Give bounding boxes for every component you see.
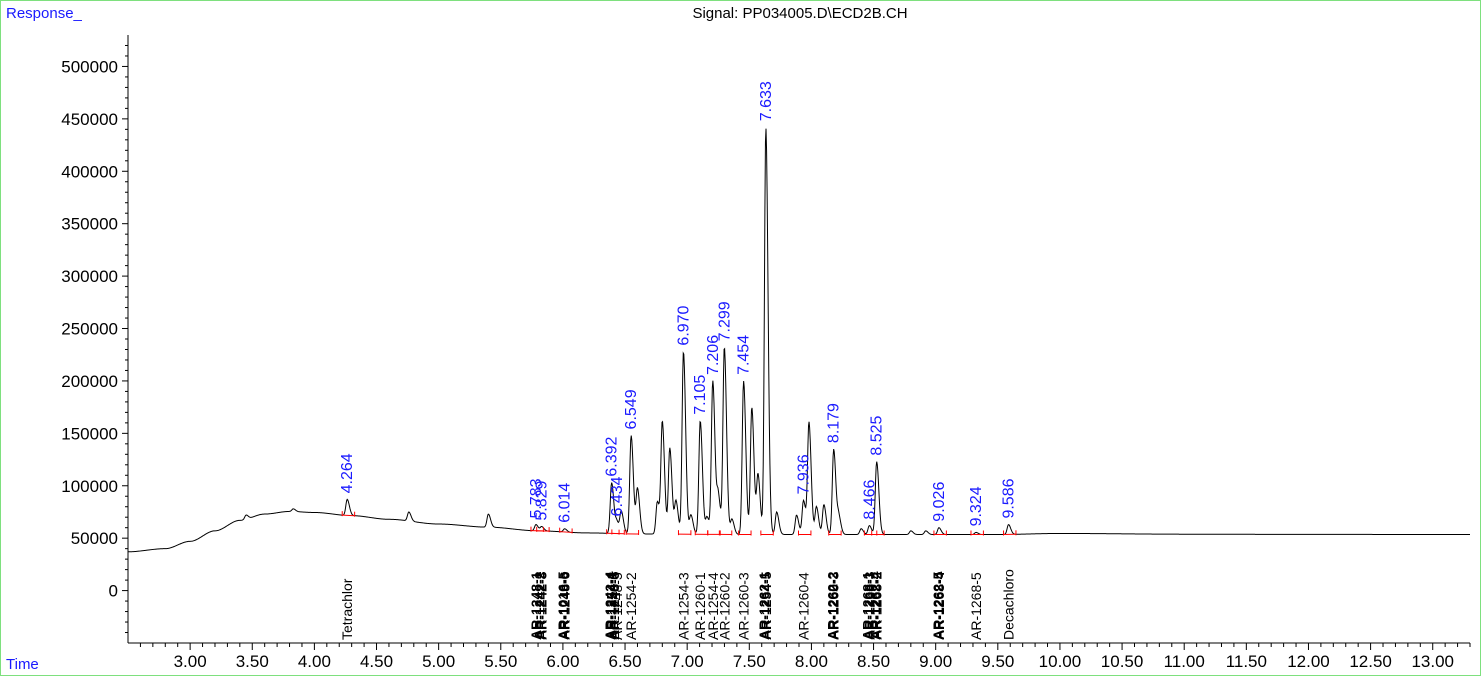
y-tick-label: 350000 <box>61 215 118 234</box>
retention-time-label: 8.179 <box>826 403 843 443</box>
retention-time-label: 9.586 <box>1001 478 1018 518</box>
y-tick-label: 50000 <box>71 529 118 548</box>
compound-label: AR-1260-3 <box>736 572 752 640</box>
compound-label: AR-1268-3 <box>861 571 877 640</box>
axes: 0 50000 100000 150000 200000 250000 300000 3500… <box>61 35 1471 671</box>
compound-label: AR-1262-4 <box>867 571 883 640</box>
y-tick-label: 300000 <box>61 267 118 286</box>
x-tick-label: 10.00 <box>1039 652 1082 671</box>
x-tick-label: 12.50 <box>1349 652 1392 671</box>
x-tick-label: 11.00 <box>1164 652 1205 671</box>
y-tick-label: 200000 <box>61 372 118 391</box>
retention-time-label: 5.783 <box>528 478 545 518</box>
retention-time-label: 6.392 <box>604 436 621 476</box>
compound-label: AR-1254-1 <box>604 571 620 640</box>
compound-label: AR-1268-4 <box>931 571 947 640</box>
x-tick-label: 9.50 <box>981 652 1014 671</box>
x-tick-label: 3.50 <box>236 652 269 671</box>
y-tick-label: 150000 <box>61 424 118 443</box>
x-axis-label: Time <box>6 656 39 673</box>
y-tick-label: 100000 <box>61 477 118 496</box>
y-tick-label: 450000 <box>61 110 118 129</box>
retention-time-label: 8.525 <box>869 416 886 456</box>
compound-label: AR-1254-2 <box>623 572 639 640</box>
x-tick-label: 9.00 <box>919 652 952 671</box>
y-axis-label: Response_ <box>6 5 82 22</box>
compound-label: AR-1248-6 <box>557 571 573 640</box>
compound-label: Decachloro <box>1001 569 1017 640</box>
x-tick-label: 11.50 <box>1226 652 1267 671</box>
retention-time-label: 5.829 <box>534 481 551 521</box>
compound-label: AR-1248-5 <box>609 572 625 640</box>
compound-label: AR-1242-3 <box>534 571 550 640</box>
compound-label: AR-1268-5 <box>968 572 984 640</box>
compound-label: AR-1248-1 <box>528 571 544 640</box>
compound-label: AR-1262-2 <box>825 571 841 640</box>
retention-time-label: 7.936 <box>795 454 812 494</box>
x-tick-label: 6.00 <box>546 652 579 671</box>
compound-label: AR-1260-1 <box>692 572 708 640</box>
signal-trace <box>128 128 1470 553</box>
compound-label: AR-1254-5 <box>758 571 774 640</box>
retention-time-label: 6.434 <box>609 476 626 516</box>
retention-time-label: 9.026 <box>931 482 948 522</box>
chart-title: Signal: PP034005.D\ECD2B.CH <box>692 5 908 22</box>
compound-label: AR-1016-5 <box>555 571 571 640</box>
x-tick-label: 7.00 <box>671 652 704 671</box>
x-tick-label: 6.50 <box>608 652 641 671</box>
compound-label: AR-1262-5 <box>930 571 946 640</box>
compound-label: AR-1254-4 <box>705 572 721 640</box>
retention-time-label: 6.970 <box>675 305 692 345</box>
x-tick-label: 4.00 <box>298 652 331 671</box>
retention-time-label: 6.014 <box>557 483 574 523</box>
retention-time-label: 7.206 <box>705 335 722 375</box>
compound-label: Tetrachlor <box>339 578 355 640</box>
compound-label: AR-1242-2 <box>531 571 547 640</box>
y-tick-label: 400000 <box>61 162 118 181</box>
integration-baseline <box>559 531 573 533</box>
y-tick-label: 250000 <box>61 320 118 339</box>
x-tick-label: 8.50 <box>857 652 890 671</box>
retention-time-label: 7.299 <box>716 301 733 341</box>
compound-label: AR-1268-2 <box>869 571 885 640</box>
compound-label: AR-1260-4 <box>795 572 811 640</box>
compound-label: AR-1268-1 <box>859 571 875 640</box>
y-tick-label: 0 <box>109 582 118 601</box>
retention-time-label: 8.466 <box>861 479 878 519</box>
y-tick-label: 500000 <box>61 57 118 76</box>
compound-labels: Tetrachlor AR-1248-1AR-1242-2AR-1242-3 AR-… <box>339 569 1016 640</box>
x-tick-label: 12.00 <box>1287 652 1330 671</box>
x-tick-label: 7.50 <box>733 652 766 671</box>
signal-trace-group <box>128 128 1470 553</box>
baseline-marks <box>341 511 1017 536</box>
x-tick-label: 4.50 <box>360 652 393 671</box>
compound-label: AR-1242-4 <box>602 571 618 640</box>
compound-label: AR-1248-5 <box>606 571 622 640</box>
retention-time-label: 7.633 <box>758 81 775 121</box>
retention-time-label: 7.105 <box>692 375 709 415</box>
x-tick-label: 5.00 <box>422 652 455 671</box>
compound-label: AR-1262-1 <box>756 571 772 640</box>
compound-label: AR-1260-3 <box>826 571 842 640</box>
x-tick-label: 10.50 <box>1101 652 1144 671</box>
x-tick-label: 8.00 <box>795 652 828 671</box>
x-tick-label: 13.00 <box>1411 652 1454 671</box>
x-tick-label: 3.00 <box>174 652 207 671</box>
retention-time-label: 9.324 <box>968 486 985 526</box>
integration-baseline <box>342 514 355 517</box>
retention-time-label: 4.264 <box>339 453 356 493</box>
compound-label: AR-1254-3 <box>675 572 691 640</box>
compound-label: AR-1260-2 <box>716 572 732 640</box>
x-tick-label: 5.50 <box>484 652 517 671</box>
retention-time-label: 7.454 <box>736 335 753 375</box>
retention-time-label: 6.549 <box>623 389 640 429</box>
